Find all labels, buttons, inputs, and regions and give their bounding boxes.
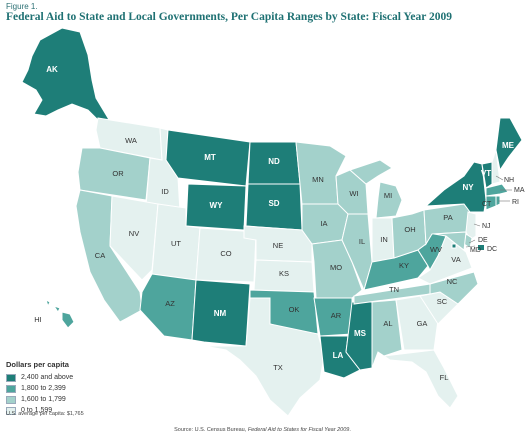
legend-item: 0 to 1,599 <box>6 405 73 416</box>
state-va[interactable] <box>417 235 473 285</box>
state-label-wi: WI <box>349 189 358 198</box>
state-label-la: LA <box>333 351 344 360</box>
state-label-in: IN <box>380 235 388 244</box>
legend-item: 2,400 and above <box>6 372 73 383</box>
state-label-co: CO <box>220 249 231 258</box>
state-label-az: AZ <box>165 299 175 308</box>
legend-swatch <box>6 406 16 415</box>
state-label-mn: MN <box>312 175 324 184</box>
legend-label: 2,400 and above <box>21 374 74 381</box>
state-mt[interactable] <box>165 129 251 187</box>
state-label-sd: SD <box>268 199 279 208</box>
state-ma[interactable] <box>485 183 509 197</box>
state-label-or: OR <box>112 169 124 178</box>
state-label-nd: ND <box>268 157 280 166</box>
state-label-wa: WA <box>125 136 137 145</box>
label-leader-lines <box>465 175 512 248</box>
figure-label: Figure 1. <box>6 2 38 11</box>
state-ny[interactable] <box>424 161 487 213</box>
state-label-ca: CA <box>95 251 105 260</box>
state-label-nc: NC <box>447 277 458 286</box>
legend: Dollars per capita 2,400 and above 1,800… <box>6 360 73 416</box>
state-ak[interactable] <box>21 27 116 132</box>
state-label-mt: MT <box>204 153 216 162</box>
state-label-me: ME <box>502 141 515 150</box>
state-label-nj: NJ <box>482 223 491 230</box>
legend-label: 1,600 to 1,799 <box>21 396 66 403</box>
legend-title: Dollars per capita <box>6 360 69 369</box>
state-label-ak: AK <box>46 65 58 74</box>
state-dc[interactable] <box>451 243 457 249</box>
map-title: Federal Aid to State and Local Governmen… <box>6 11 453 23</box>
state-label-id: ID <box>161 187 169 196</box>
source-title: Federal Aid to States for Fiscal Year 20… <box>247 427 350 433</box>
state-label-pa: PA <box>443 213 452 222</box>
legend-label: 0 to 1,599 <box>21 407 53 414</box>
state-hi[interactable] <box>45 299 75 329</box>
legend-swatch <box>6 384 16 393</box>
state-label-md: MD <box>470 247 481 254</box>
state-label-nv: NV <box>129 229 139 238</box>
state-label-fl: FL <box>440 373 449 382</box>
state-label-oh: OH <box>404 225 415 234</box>
state-label-ar: AR <box>331 311 342 320</box>
state-label-ne: NE <box>273 241 283 250</box>
state-label-ga: GA <box>417 319 428 328</box>
us-average-note: U.S. average per capita: $1,765 <box>6 411 84 417</box>
state-label-ri: RI <box>512 199 519 206</box>
state-label-sc: SC <box>437 297 448 306</box>
legend-swatch <box>6 373 16 382</box>
state-label-ut: UT <box>171 239 181 248</box>
state-label-wv: WV <box>430 245 442 254</box>
state-label-nm: NM <box>214 309 227 318</box>
state-label-va: VA <box>451 255 460 264</box>
state-nm[interactable] <box>191 279 251 347</box>
state-label-ia: IA <box>320 219 327 228</box>
state-label-tn: TN <box>389 285 399 294</box>
state-label-tx: TX <box>273 363 283 372</box>
state-label-nh: NH <box>504 177 514 184</box>
state-nj[interactable] <box>465 211 477 241</box>
state-fl[interactable] <box>382 349 459 409</box>
state-label-wy: WY <box>210 201 224 210</box>
source-prefix: Source: U.S. Census Bureau, <box>174 427 248 433</box>
state-label-ct: CT <box>482 201 492 208</box>
state-nv[interactable] <box>109 195 159 281</box>
state-label-dc: DC <box>487 246 497 253</box>
state-md[interactable] <box>433 231 467 251</box>
state-labels: AK HI WA OR CA ID NV MT WY UT CO AZ NM ND SD NE KS OK TX MN… <box>34 65 525 382</box>
source-suffix: . <box>349 427 351 433</box>
state-label-ks: KS <box>279 269 289 278</box>
legend-swatch <box>6 395 16 404</box>
legend-item: 1,800 to 2,399 <box>6 383 73 394</box>
state-label-hi: HI <box>34 315 42 324</box>
state-nh[interactable] <box>491 149 501 185</box>
state-label-vt: VT <box>481 169 491 178</box>
state-label-il: IL <box>359 237 365 246</box>
state-label-de: DE <box>478 237 488 244</box>
state-co[interactable] <box>195 227 257 283</box>
state-label-ny: NY <box>462 183 474 192</box>
legend-label: 1,800 to 2,399 <box>21 385 66 392</box>
state-label-al: AL <box>383 319 392 328</box>
state-tx[interactable] <box>203 297 325 417</box>
state-ga[interactable] <box>395 295 439 351</box>
source-note: Source: U.S. Census Bureau, Federal Aid … <box>0 427 525 433</box>
state-label-ok: OK <box>289 305 300 314</box>
state-me[interactable] <box>495 117 523 172</box>
state-label-ma: MA <box>514 187 525 194</box>
state-label-mi: MI <box>384 191 392 200</box>
state-nc[interactable] <box>419 271 479 305</box>
legend-item: 1,600 to 1,799 <box>6 394 73 405</box>
state-label-mo: MO <box>330 263 342 272</box>
state-mi[interactable] <box>349 159 403 219</box>
state-label-ms: MS <box>354 329 367 338</box>
state-label-ky: KY <box>399 261 409 270</box>
dc-marker-box <box>478 245 484 250</box>
